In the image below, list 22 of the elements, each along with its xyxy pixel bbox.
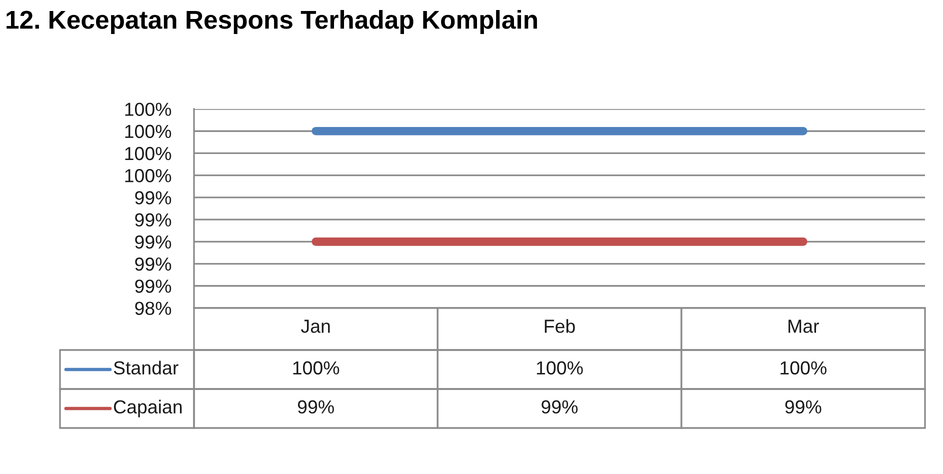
y-tick-label: 99% [135,213,172,227]
data-label: 100% [293,361,340,375]
legend-label: Standar [114,360,178,375]
y-tick-label: 98% [135,302,172,315]
y-tick-label: 100% [125,124,172,138]
data-label: 99% [542,400,578,414]
x-tick-label: Feb [544,319,575,333]
legend-label: Capaian [114,400,182,418]
chart-title: 12. Kecepatan Respons Terhadap Komplain [6,10,537,34]
data-label: 99% [785,400,822,414]
data-label: 100% [780,361,826,375]
x-tick-label: Jan [301,320,330,333]
y-tick-label: 99% [135,191,172,204]
data-label: 100% [536,361,583,375]
data-label: 99% [298,400,334,414]
y-tick-label: 99% [135,280,172,293]
y-tick-label: 100% [125,146,172,160]
y-tick-label: 99% [135,235,172,249]
y-tick-label: 100% [125,169,172,182]
y-tick-label: 99% [135,257,172,271]
x-tick-label: Mar [788,320,819,333]
y-tick-label: 100% [125,102,172,116]
